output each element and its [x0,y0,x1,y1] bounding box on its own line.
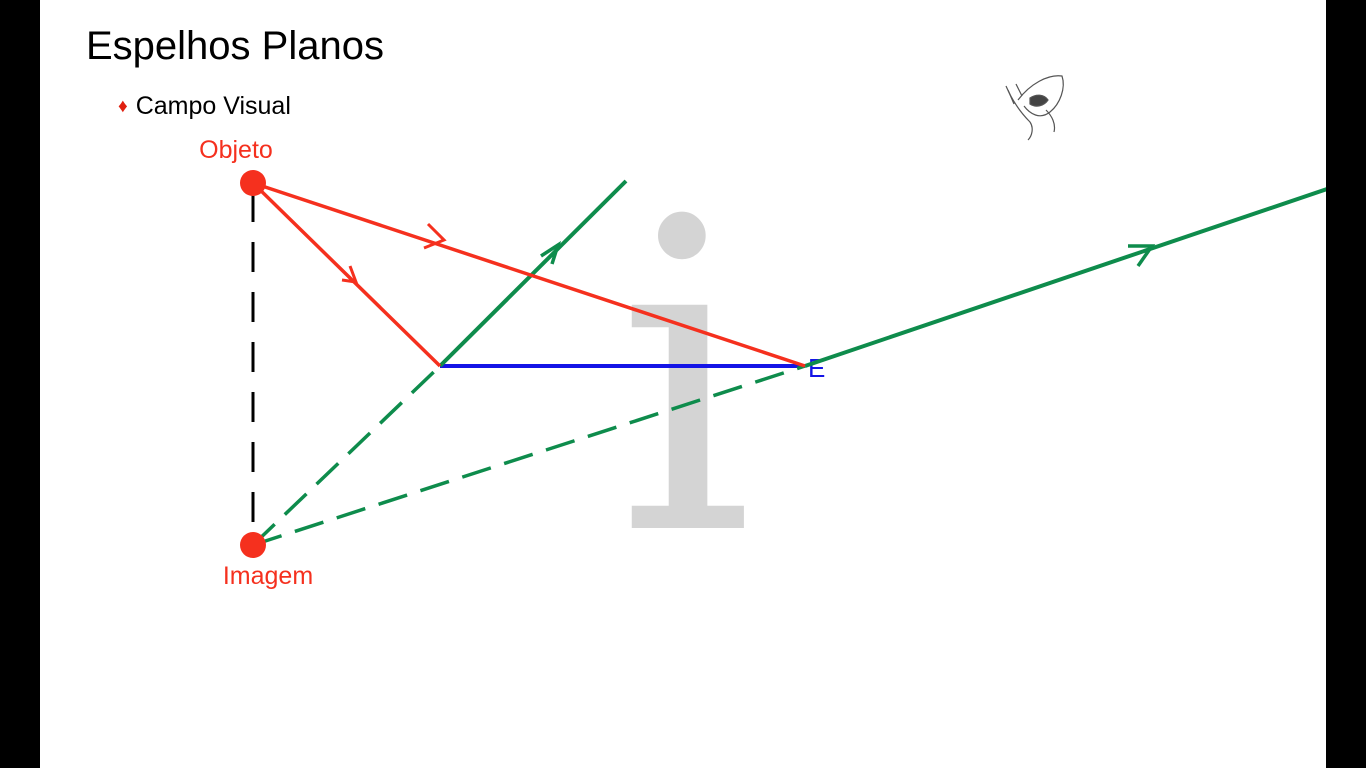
diamond-bullet-icon: ♦ [118,96,128,117]
incident-ray-left-arrow-icon [341,265,359,284]
incident-ray-left [251,181,442,368]
reflected-ray-right [804,187,1326,368]
object-label: Objeto [199,136,273,164]
page-title: Espelhos Planos [86,24,384,68]
reflected-ray-left-arrow-icon [540,240,562,265]
watermark-letter: i [616,130,754,630]
bullet-label: Campo Visual [135,92,291,120]
eye-sketch-icon [1005,75,1064,141]
reflected-ray-left [438,179,628,368]
mirror-end-label: E [808,353,825,383]
incident-ray-right [252,181,806,368]
virtual-ray-right [252,364,806,547]
plane-mirror-diagram: i E Objeto Imagem [199,75,1326,630]
image-label: Imagem [223,562,313,590]
incident-ray-right-arrow-icon [423,222,447,250]
slide: Espelhos Planos ♦ Campo Visual i E [40,0,1326,768]
object-point [240,170,266,196]
reflected-ray-right-arrow-icon [1128,244,1156,268]
image-point [240,532,266,558]
virtual-ray-left [251,364,442,547]
bullet-item: ♦ Campo Visual [118,92,291,121]
